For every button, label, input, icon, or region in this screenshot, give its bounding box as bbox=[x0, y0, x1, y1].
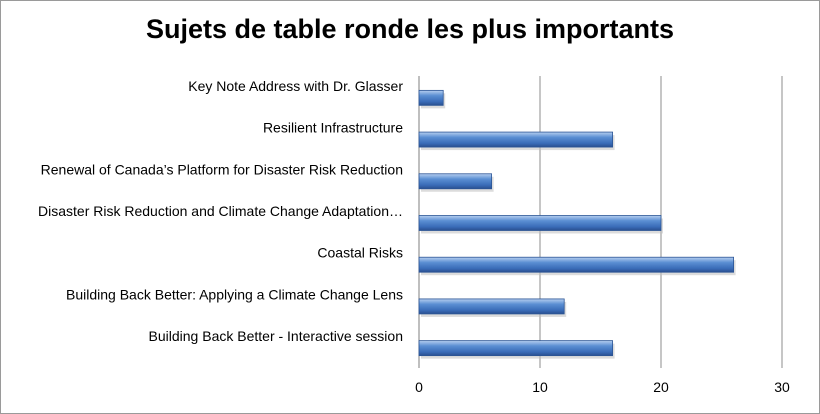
category-label: Renewal of Canada’s Platform for Disaste… bbox=[41, 161, 403, 177]
chart-title: Sujets de table ronde les plus important… bbox=[145, 14, 675, 44]
category-label: Building Back Better - Interactive sessi… bbox=[149, 328, 403, 344]
bar bbox=[418, 256, 736, 276]
x-tick-label: 0 bbox=[415, 379, 423, 395]
x-tick-label: 10 bbox=[532, 379, 548, 395]
x-tick-label: 20 bbox=[653, 379, 669, 395]
bar bbox=[418, 340, 615, 359]
bar bbox=[418, 298, 567, 317]
category-label: Key Note Address with Dr. Glasser bbox=[188, 78, 403, 94]
bar-fill bbox=[418, 173, 492, 190]
x-tick-label: 30 bbox=[774, 379, 790, 395]
bar bbox=[418, 215, 663, 234]
bar-fill bbox=[418, 256, 735, 273]
x-tick-labels: 0 10 20 30 bbox=[415, 379, 790, 395]
bar bbox=[418, 173, 494, 192]
bar-fill bbox=[418, 89, 444, 106]
bar-fill bbox=[418, 298, 565, 315]
bar-fill bbox=[418, 215, 662, 231]
category-labels: Key Note Address with Dr. Glasser Resilie… bbox=[38, 78, 403, 344]
bar-fill bbox=[418, 131, 614, 148]
category-label: Building Back Better: Applying a Climate… bbox=[66, 286, 403, 302]
category-label: Disaster Risk Reduction and Climate Chan… bbox=[38, 203, 403, 219]
bar bbox=[418, 131, 615, 151]
bars bbox=[418, 89, 736, 359]
bar-fill bbox=[418, 340, 614, 357]
bar bbox=[418, 89, 446, 109]
category-label: Coastal Risks bbox=[317, 245, 403, 261]
category-label: Resilient Infrastructure bbox=[263, 120, 403, 136]
